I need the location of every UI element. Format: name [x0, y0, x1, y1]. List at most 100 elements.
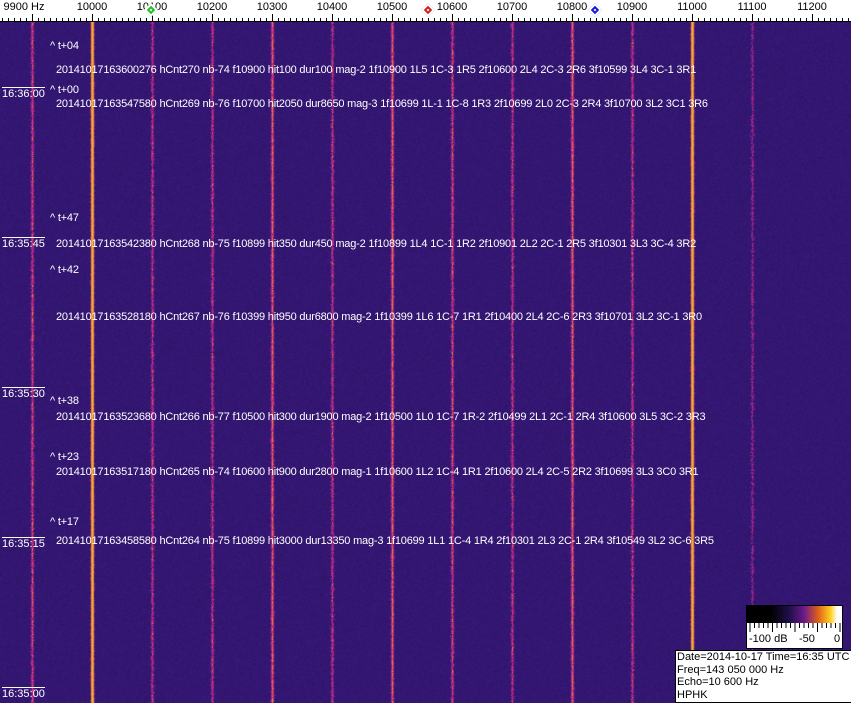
colorbar-label: 0 [834, 633, 841, 645]
freq-tick [224, 18, 225, 21]
freq-tick [170, 18, 171, 21]
freq-tick [146, 18, 147, 21]
freq-tick [50, 18, 51, 21]
freq-tick [440, 18, 441, 21]
freq-tick [128, 18, 129, 21]
freq-tick [782, 18, 783, 21]
detection-tag: ^ t+23 [50, 451, 79, 463]
detection-tag: ^ t+38 [50, 395, 79, 407]
freq-tick-label: 10500 [376, 1, 408, 13]
freq-tick [26, 18, 27, 21]
freq-tick [518, 18, 519, 21]
freq-tick [14, 18, 15, 21]
freq-tick [74, 18, 75, 21]
freq-tick [386, 18, 387, 21]
freq-tick [488, 18, 489, 21]
freq-tick [506, 18, 507, 21]
freq-tick [110, 18, 111, 21]
detection-tag: ^ t+47 [50, 212, 79, 224]
freq-tick [452, 14, 453, 21]
freq-tick [656, 18, 657, 21]
date-time: Date=2014-10-17 Time=16:35 UTC [677, 651, 850, 663]
freq-tick [374, 18, 375, 21]
freq-tick [812, 14, 813, 21]
freq-tick [254, 18, 255, 21]
waterfall-spectrogram[interactable] [0, 22, 851, 703]
freq-tick [284, 18, 285, 21]
freq-tick [596, 18, 597, 21]
frequency-marker[interactable] [420, 2, 436, 18]
freq-tick [764, 18, 765, 21]
freq-tick [434, 18, 435, 21]
freq-tick [164, 18, 165, 21]
freq-tick [362, 18, 363, 21]
freq-tick-label: 10800 [556, 1, 588, 13]
freq-tick [644, 18, 645, 21]
freq-tick [698, 18, 699, 21]
freq-tick [44, 18, 45, 21]
freq-tick [560, 18, 561, 21]
freq-tick [620, 18, 621, 21]
freq-tick [710, 18, 711, 21]
freq-tick-label: 10400 [316, 1, 348, 13]
freq-tick [116, 18, 117, 21]
freq-tick [86, 18, 87, 21]
freq-tick [104, 18, 105, 21]
freq-tick [716, 18, 717, 21]
freq-tick [410, 18, 411, 21]
freq-tick [602, 18, 603, 21]
freq-tick-label: 11100 [737, 1, 767, 13]
freq-tick [704, 18, 705, 21]
freq-tick [548, 18, 549, 21]
station-id: HPHK [677, 688, 708, 701]
freq-tick [242, 18, 243, 21]
freq-tick [230, 18, 231, 21]
colorbar-legend: -100 dB -50 0 [746, 605, 843, 649]
freq-tick [212, 14, 213, 21]
time-label: 16:35:30 [2, 387, 45, 400]
freq-tick [62, 18, 63, 21]
freq-tick [542, 18, 543, 21]
freq-tick [326, 18, 327, 21]
freq-tick [206, 18, 207, 21]
frequency: Freq=143 050 000 Hz [677, 663, 784, 676]
freq-tick [158, 18, 159, 21]
frequency-marker[interactable] [587, 2, 602, 18]
freq-tick [422, 18, 423, 21]
freq-tick [674, 18, 675, 21]
freq-tick [758, 18, 759, 21]
freq-tick [848, 18, 849, 21]
freq-tick [392, 14, 393, 21]
detection-text: 20141017163542380 hCnt268 nb-75 f10899 h… [56, 238, 696, 250]
freq-tick [332, 14, 333, 21]
freq-tick [236, 18, 237, 21]
freq-tick [302, 18, 303, 21]
freq-tick [176, 18, 177, 21]
freq-tick-label: 10700 [496, 1, 528, 13]
freq-tick [134, 18, 135, 21]
colorbar-label: -100 dB [749, 633, 788, 645]
freq-tick [476, 18, 477, 21]
freq-tick [680, 18, 681, 21]
colorbar-gradient [747, 606, 842, 623]
freq-tick [464, 18, 465, 21]
freq-tick [32, 14, 33, 21]
freq-tick [248, 18, 249, 21]
freq-tick [368, 18, 369, 21]
freq-tick [290, 18, 291, 21]
freq-tick-label: 9900 Hz [3, 1, 45, 13]
freq-tick [632, 14, 633, 21]
freq-tick [380, 18, 381, 21]
detection-tag: ^ t+04 [50, 40, 79, 52]
freq-tick [98, 18, 99, 21]
freq-tick-label: 10200 [196, 1, 228, 13]
freq-tick [38, 18, 39, 21]
freq-tick [608, 18, 609, 21]
freq-tick [686, 18, 687, 21]
freq-tick-label: 11000 [677, 1, 707, 13]
freq-tick [266, 18, 267, 21]
detection-text: 20141017163600276 hCnt270 nb-74 f10900 h… [56, 64, 696, 76]
freq-tick [794, 18, 795, 21]
freq-tick [842, 18, 843, 21]
detection-text: 20141017163547580 hCnt269 nb-76 f10700 h… [56, 98, 708, 110]
